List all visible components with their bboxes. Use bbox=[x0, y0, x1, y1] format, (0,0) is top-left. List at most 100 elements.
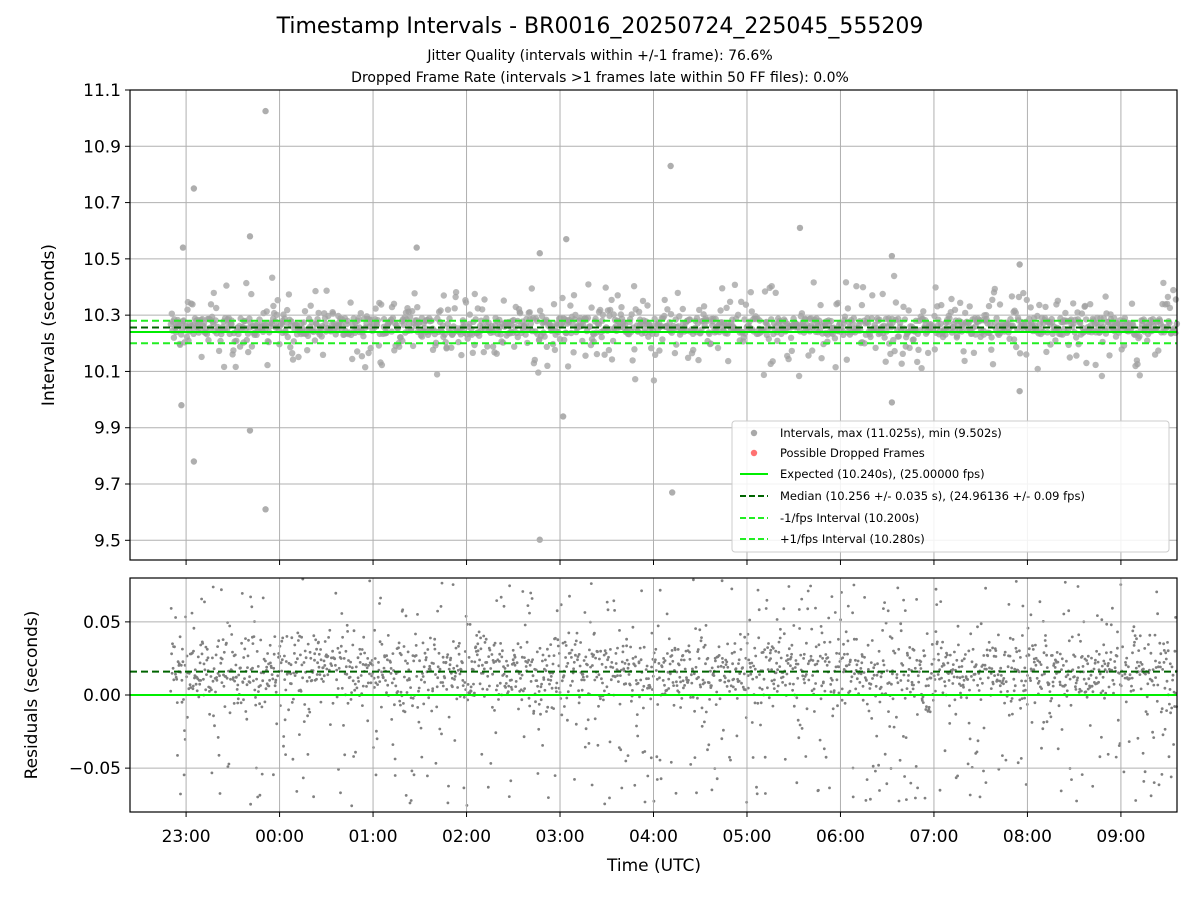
residual-point bbox=[944, 655, 948, 659]
residual-point bbox=[375, 729, 378, 733]
interval-point bbox=[390, 300, 398, 307]
interval-point bbox=[531, 356, 538, 364]
residual-point bbox=[470, 660, 474, 663]
residual-point bbox=[795, 781, 799, 785]
residual-point bbox=[700, 636, 703, 639]
residual-point bbox=[452, 640, 455, 643]
residual-point bbox=[1045, 666, 1049, 669]
interval-point bbox=[263, 308, 270, 315]
residual-point bbox=[694, 665, 698, 669]
residual-point bbox=[885, 782, 889, 786]
residual-point bbox=[914, 765, 918, 768]
residual-point bbox=[631, 625, 635, 629]
residual-point bbox=[445, 688, 449, 691]
residual-point bbox=[564, 644, 568, 647]
residual-point bbox=[454, 646, 458, 650]
residual-point bbox=[321, 666, 325, 669]
residual-point bbox=[999, 666, 1003, 670]
residual-point bbox=[195, 689, 199, 693]
residual-point bbox=[981, 663, 985, 667]
residual-point bbox=[499, 642, 502, 645]
residual-point bbox=[794, 659, 798, 662]
residual-point bbox=[923, 654, 927, 657]
residual-point bbox=[1012, 659, 1015, 663]
residual-point bbox=[694, 627, 697, 630]
residual-point bbox=[1095, 649, 1098, 653]
residual-point bbox=[669, 760, 673, 764]
residual-point bbox=[386, 634, 390, 637]
residual-point bbox=[789, 655, 793, 659]
residual-point bbox=[819, 625, 823, 628]
residual-point bbox=[970, 675, 973, 678]
residual-point bbox=[485, 688, 489, 691]
residual-point bbox=[249, 595, 253, 599]
interval-point bbox=[444, 320, 451, 327]
residual-point bbox=[376, 675, 380, 679]
interval-outlier-point bbox=[536, 536, 543, 543]
residual-point bbox=[860, 661, 864, 665]
residual-point bbox=[534, 700, 537, 704]
residual-point bbox=[192, 626, 196, 630]
residual-point bbox=[333, 657, 337, 661]
residual-point bbox=[1088, 686, 1092, 689]
residual-point bbox=[720, 737, 724, 741]
residual-point bbox=[1100, 618, 1104, 622]
residual-point bbox=[342, 724, 345, 727]
residual-point bbox=[405, 691, 409, 694]
residual-point bbox=[430, 709, 434, 713]
residual-point bbox=[551, 662, 555, 666]
residual-point bbox=[1028, 676, 1032, 680]
residual-point bbox=[1132, 644, 1136, 647]
bottom-y-tick-label: 0.05 bbox=[83, 613, 121, 633]
residual-point bbox=[882, 607, 885, 610]
residual-point bbox=[746, 674, 750, 677]
residual-point bbox=[323, 664, 327, 667]
interval-point bbox=[458, 351, 465, 359]
residual-point bbox=[874, 769, 877, 773]
residual-point bbox=[929, 676, 933, 680]
residual-point bbox=[264, 687, 268, 691]
residual-point bbox=[930, 662, 934, 666]
interval-point bbox=[961, 357, 968, 365]
residual-point bbox=[625, 637, 628, 641]
residual-point bbox=[851, 795, 855, 799]
residual-point bbox=[883, 752, 887, 756]
residual-point bbox=[174, 672, 177, 676]
residual-point bbox=[366, 681, 370, 685]
residual-point bbox=[570, 648, 574, 652]
residual-point bbox=[275, 722, 279, 726]
residual-point bbox=[1002, 677, 1006, 680]
residual-point bbox=[810, 689, 814, 693]
residual-point bbox=[351, 679, 355, 683]
interval-point bbox=[536, 307, 544, 314]
residual-point bbox=[757, 636, 761, 640]
residual-point bbox=[609, 665, 613, 669]
residual-point bbox=[759, 701, 763, 705]
interval-point bbox=[304, 332, 312, 340]
residual-point bbox=[901, 663, 905, 667]
residual-point bbox=[1031, 648, 1035, 651]
residual-point bbox=[578, 695, 581, 699]
interval-point bbox=[582, 352, 589, 359]
residual-point bbox=[736, 677, 739, 681]
residual-point bbox=[677, 690, 681, 694]
residual-point bbox=[234, 663, 238, 667]
residual-point bbox=[587, 742, 591, 745]
residual-point bbox=[988, 666, 991, 670]
residual-point bbox=[783, 757, 787, 761]
residual-point bbox=[633, 664, 637, 668]
residual-point bbox=[235, 675, 238, 679]
residual-point bbox=[289, 672, 293, 676]
residual-point bbox=[350, 691, 353, 694]
residual-point bbox=[757, 608, 761, 612]
residual-point bbox=[552, 707, 555, 710]
residual-point bbox=[603, 649, 607, 653]
residual-point bbox=[843, 652, 846, 656]
residual-point bbox=[226, 765, 230, 769]
interval-point bbox=[844, 305, 852, 312]
residual-point bbox=[335, 678, 338, 682]
residual-point bbox=[380, 670, 383, 674]
residual-point bbox=[1137, 649, 1141, 652]
residual-point bbox=[529, 591, 533, 595]
interval-point bbox=[1098, 372, 1106, 380]
